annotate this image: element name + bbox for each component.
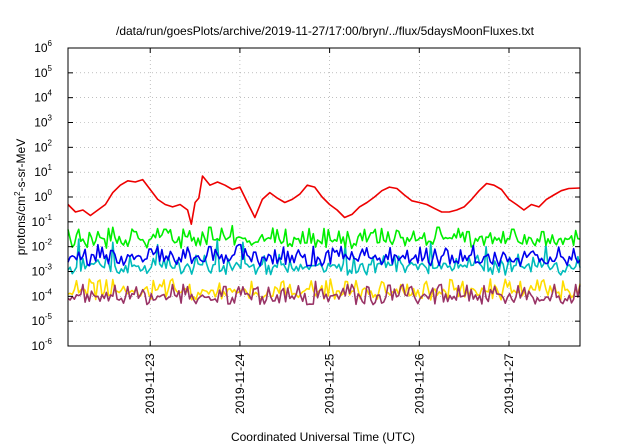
series-line: [67, 175, 581, 225]
y-tick-label: 102: [34, 138, 52, 154]
y-tick-label: 101: [34, 163, 52, 179]
x-tick-label: 2019-11-25: [323, 353, 337, 414]
y-tick-label: 10-4: [32, 287, 53, 303]
y-tick-label: 10-3: [32, 263, 53, 279]
y-tick-label: 10-5: [32, 312, 53, 328]
y-tick-label: 100: [34, 188, 52, 204]
series-line: [67, 243, 581, 267]
series-layer: [67, 175, 581, 306]
x-ticks: 2019-11-23 2019-11-24 2019-11-25 2019-11-26…: [143, 48, 516, 414]
x-tick-label: 2019-11-24: [233, 353, 247, 414]
x-tick-label: 2019-11-23: [143, 353, 157, 414]
x-axis-label: Coordinated Universal Time (UTC): [231, 430, 415, 444]
y-tick-label: 104: [34, 89, 52, 105]
y-tick-label: 106: [34, 39, 52, 55]
y-tick-label: 10-2: [32, 238, 53, 254]
chart-title: /data/run/goesPlots/archive/2019-11-27/1…: [116, 24, 535, 38]
y-axis-label: protons/cm2-s-sr-MeV: [13, 139, 28, 255]
series-line: [67, 238, 581, 276]
y-tick-label: 10-6: [32, 337, 53, 353]
y-tick-label: 10-1: [32, 213, 53, 229]
y-tick-label: 105: [34, 64, 52, 80]
x-tick-label: 2019-11-26: [412, 353, 426, 414]
series-line: [67, 280, 581, 306]
series-line: [67, 224, 581, 250]
x-tick-label: 2019-11-27: [502, 353, 516, 414]
y-ticks: 10-6 10-5 10-4 10-3 10-2 10-1 100 101 102 103 104 1…: [32, 39, 580, 353]
y-tick-label: 103: [34, 114, 52, 130]
grid-lines: [68, 48, 580, 346]
